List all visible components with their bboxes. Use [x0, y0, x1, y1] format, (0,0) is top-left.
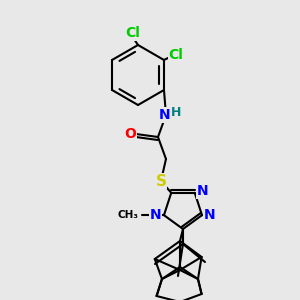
Text: H: H — [171, 106, 181, 119]
Text: N: N — [150, 208, 162, 222]
Text: Cl: Cl — [126, 26, 140, 40]
Text: N: N — [204, 208, 216, 222]
Text: Cl: Cl — [169, 48, 183, 62]
Text: O: O — [124, 127, 136, 141]
Text: N: N — [197, 184, 208, 198]
Text: CH₃: CH₃ — [118, 210, 139, 220]
Text: S: S — [155, 173, 167, 188]
Text: N: N — [159, 108, 171, 122]
